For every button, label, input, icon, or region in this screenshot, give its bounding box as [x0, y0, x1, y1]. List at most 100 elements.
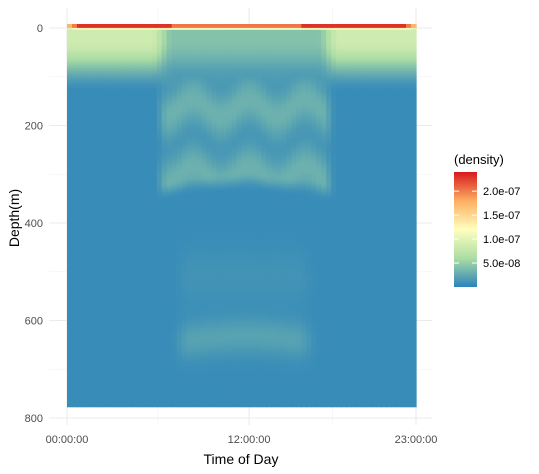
heatmap-cell	[111, 189, 118, 193]
heatmap-cell	[106, 332, 113, 335]
heatmap-cell	[101, 332, 108, 335]
heatmap-cell	[106, 137, 113, 140]
heatmap-cell	[91, 102, 98, 105]
heatmap-cell	[67, 236, 73, 240]
heatmap-cell	[96, 386, 103, 390]
heatmap-cell	[126, 144, 133, 148]
heatmap-cell	[146, 386, 153, 390]
heatmap-cell	[71, 105, 78, 109]
heatmap-cell	[131, 180, 138, 183]
heatmap-cell	[136, 300, 143, 304]
heatmap-cell	[181, 111, 188, 115]
heatmap-cell	[176, 388, 183, 392]
heatmap-cell	[86, 256, 93, 259]
heatmap-cell	[181, 404, 188, 407]
heatmap-cell	[101, 78, 108, 82]
heatmap-cell	[91, 66, 98, 70]
heatmap-cell	[141, 213, 148, 216]
heatmap-cell	[151, 404, 158, 407]
heatmap-cell	[166, 320, 173, 323]
heatmap-cell	[106, 142, 113, 146]
heatmap-cell	[91, 137, 98, 140]
heatmap-cell	[131, 209, 138, 212]
heatmap-cell	[71, 304, 78, 308]
heatmap-cell	[96, 236, 103, 240]
heatmap-cell	[81, 365, 88, 368]
heatmap-cell	[106, 400, 113, 403]
heatmap-cell	[161, 43, 168, 47]
heatmap-cell	[156, 215, 163, 218]
heatmap-cell	[186, 78, 193, 82]
heatmap-cell	[96, 74, 103, 78]
heatmap-cell	[166, 244, 173, 247]
heatmap-cell	[166, 39, 173, 43]
heatmap-cell	[176, 102, 183, 105]
heatmap-cell	[166, 402, 173, 405]
heatmap-cell	[161, 201, 168, 204]
heatmap-cell	[121, 375, 128, 378]
heatmap-cell	[96, 86, 103, 89]
heatmap-cell	[176, 271, 183, 275]
heatmap-cell	[186, 193, 193, 197]
heatmap-cell	[81, 302, 88, 306]
heatmap-cell	[71, 203, 78, 206]
heatmap-cell	[121, 269, 128, 273]
heatmap-cell	[121, 185, 128, 189]
heatmap-cell	[86, 103, 93, 107]
heatmap-cell	[131, 125, 138, 128]
heatmap-cell	[67, 322, 73, 325]
heatmap-cell	[116, 384, 123, 388]
heatmap-cell	[191, 24, 198, 27]
heatmap-cell	[181, 74, 188, 78]
heatmap-cell	[146, 160, 153, 164]
heatmap-cell	[166, 51, 173, 54]
heatmap-cell	[81, 236, 88, 240]
heatmap-cell	[101, 176, 108, 179]
heatmap-cell	[116, 45, 123, 48]
heatmap-cell	[191, 119, 198, 123]
heatmap-cell	[176, 402, 183, 405]
heatmap-cell	[191, 109, 198, 113]
heatmap-cell	[181, 129, 188, 132]
heatmap-cell	[146, 390, 153, 394]
heatmap-cell	[151, 222, 158, 226]
heatmap-cell	[106, 302, 113, 306]
heatmap-cell	[186, 102, 193, 105]
heatmap-cell	[81, 205, 88, 208]
heatmap-cell	[146, 271, 153, 275]
heatmap-cell	[76, 289, 83, 292]
heatmap-cell	[126, 304, 133, 308]
heatmap-cell	[176, 320, 183, 323]
heatmap-cell	[181, 150, 188, 154]
heatmap-cell	[146, 43, 153, 47]
heatmap-cell	[151, 277, 158, 281]
heatmap-cell	[131, 371, 138, 374]
heatmap-cell	[146, 55, 153, 58]
heatmap-cell	[166, 242, 173, 245]
heatmap-cell	[91, 222, 98, 226]
heatmap-cell	[156, 189, 163, 193]
heatmap-cell	[141, 168, 148, 171]
heatmap-cell	[76, 375, 83, 378]
heatmap-cell	[151, 298, 158, 302]
heatmap-cell	[126, 363, 133, 366]
heatmap-cell	[146, 240, 153, 243]
heatmap-cell	[121, 139, 128, 142]
heatmap-cell	[116, 285, 123, 288]
heatmap-cell	[67, 310, 73, 314]
heatmap-cell	[146, 135, 153, 138]
heatmap-cell	[96, 49, 103, 52]
heatmap-cell	[156, 351, 163, 355]
heatmap-cell	[181, 283, 188, 286]
heatmap-cell	[161, 336, 168, 339]
heatmap-cell	[116, 326, 123, 329]
heatmap-cell	[186, 220, 193, 224]
heatmap-cell	[141, 289, 148, 292]
heatmap-cell	[101, 103, 108, 107]
heatmap-cell	[156, 199, 163, 203]
heatmap-cell	[146, 371, 153, 374]
heatmap-cell	[191, 41, 198, 45]
heatmap-cell	[176, 258, 183, 261]
heatmap-cell	[96, 35, 103, 39]
heatmap-cell	[111, 293, 118, 296]
